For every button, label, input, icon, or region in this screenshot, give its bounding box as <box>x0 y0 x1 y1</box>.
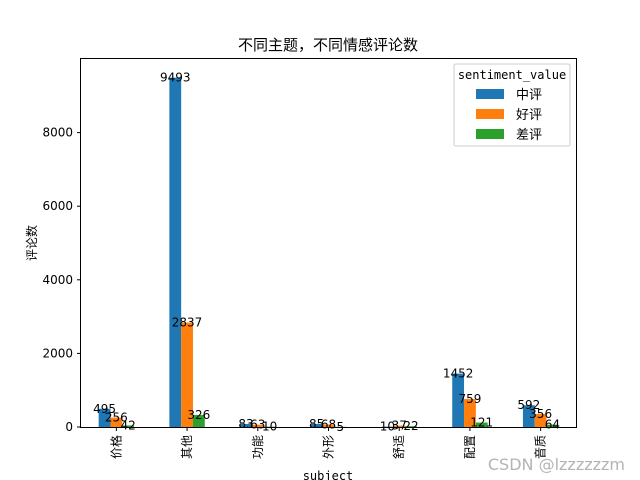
bar-差评-价格 <box>122 425 135 427</box>
bar-好评-舒适 <box>393 425 406 427</box>
bar-好评-音质 <box>534 413 547 427</box>
x-tick-label-配置: 配置 <box>463 435 477 459</box>
bar-好评-价格 <box>110 417 123 427</box>
y-tick-label: 6000 <box>42 199 73 213</box>
bar-差评-其他 <box>192 415 205 427</box>
bar-label-差评-舒适: 22 <box>403 419 418 433</box>
bar-好评-外形 <box>322 424 335 427</box>
y-tick-label: 4000 <box>42 273 73 287</box>
bar-中评-功能 <box>240 423 252 427</box>
bar-label-中评-音质: 592 <box>517 398 540 412</box>
bar-label-好评-功能: 63 <box>250 418 265 432</box>
x-ticks-group: 价格 其他 功能 外形 舒适 配置 音质 <box>108 427 548 459</box>
legend-label-中评: 中评 <box>516 88 542 103</box>
bar-label-中评-舒适: 10 <box>380 420 395 434</box>
legend-title: sentiment_value <box>458 68 566 82</box>
x-tick-label-其他: 其他 <box>180 435 194 459</box>
bar-好评-其他 <box>181 322 193 427</box>
bar-label-好评-配置: 759 <box>458 392 481 406</box>
bar-label-好评-其他: 2837 <box>172 316 203 330</box>
bar-中评-音质 <box>522 405 535 427</box>
bar-label-好评-音质: 356 <box>529 407 552 421</box>
y-ticks-group: 0 2000 4000 6000 8000 <box>42 126 81 434</box>
y-axis-label: 评论数 <box>24 225 39 261</box>
bar-label-好评-价格: 256 <box>105 411 128 425</box>
watermark: CSDN @lzzzzzzm <box>488 455 625 474</box>
bar-中评-其他 <box>169 77 182 427</box>
bar-差评-舒适 <box>405 426 417 427</box>
x-tick-label-舒适: 舒适 <box>392 435 406 459</box>
bar-差评-音质 <box>546 424 559 427</box>
y-tick-label: 8000 <box>42 126 73 140</box>
y-tick-label: 0 <box>65 420 73 434</box>
legend-swatch-好评 <box>476 109 504 119</box>
bar-label-差评-配置: 121 <box>470 416 493 430</box>
x-axis-label: subject <box>303 469 354 480</box>
y-tick-label: 2000 <box>42 346 73 360</box>
legend-box <box>453 63 571 147</box>
bar-中评-外形 <box>310 423 323 427</box>
bar-差评-配置 <box>475 422 488 427</box>
bar-label-差评-功能: 10 <box>262 420 277 434</box>
x-tick-label-音质: 音质 <box>533 435 548 459</box>
bar-label-差评-其他: 326 <box>187 408 210 422</box>
bar-label-差评-外形: 5 <box>336 420 344 434</box>
legend-label-差评: 差评 <box>516 128 542 143</box>
bar-label-差评-音质: 64 <box>545 418 560 432</box>
bar-中评-价格 <box>98 408 111 427</box>
bar-label-中评-配置: 1452 <box>443 367 474 381</box>
x-tick-label-外形: 外形 <box>322 435 336 459</box>
bar-label-中评-价格: 495 <box>93 402 116 416</box>
bars-group <box>98 77 559 427</box>
bar-label-中评-其他: 9493 <box>160 71 191 85</box>
chart-title: 不同主题，不同情感评论数 <box>238 36 418 54</box>
bar-label-差评-价格: 42 <box>121 418 136 432</box>
bar-好评-配置 <box>464 399 476 427</box>
legend-label-好评: 好评 <box>516 108 542 123</box>
bar-中评-配置 <box>452 373 465 427</box>
plot-frame <box>80 58 577 428</box>
x-tick-label-价格: 价格 <box>108 435 123 459</box>
legend-swatch-中评 <box>476 89 504 99</box>
legend-swatch-差评 <box>476 129 504 139</box>
bar-好评-功能 <box>251 424 264 427</box>
bar-label-好评-舒适: 37 <box>392 419 407 433</box>
x-tick-label-功能: 功能 <box>251 435 265 459</box>
